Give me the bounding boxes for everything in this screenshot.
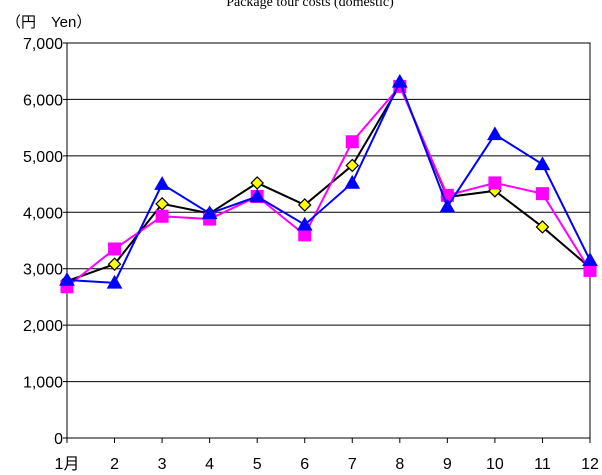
chart-title: Package tour costs (domestic) [226,0,394,10]
data-point [534,156,551,171]
data-point [535,187,549,201]
data-point [108,242,122,256]
x-tick-label: 4 [205,456,214,473]
series-line [66,84,591,288]
data-point [583,263,597,277]
x-tick-label: 9 [443,456,452,473]
data-point [582,252,598,266]
data-point [298,228,312,242]
data-point [201,205,218,220]
axes [63,42,591,443]
x-tick-label: 6 [300,456,309,473]
series-3 [59,73,598,289]
data-point [107,257,122,272]
plot-frame [66,42,591,439]
data-point [345,135,359,149]
data-point [250,176,265,190]
x-tick-label: 3 [158,456,167,473]
y-tick-label: 6,000 [23,92,63,109]
x-tick-label: 12 [581,456,599,473]
series-line [66,79,591,284]
data-point [106,274,123,289]
x-tick-label: 8 [395,456,404,473]
y-unit-label: （円 Yen） [6,14,91,31]
y-tick-label: 0 [54,431,63,448]
x-tick-label: 7 [348,456,357,473]
data-point [296,216,313,231]
x-tick-label: 1月 [55,456,80,473]
data-point [345,158,360,173]
data-point [391,73,408,88]
data-point [297,198,312,212]
x-tick-label: 10 [486,456,504,473]
x-tick-label: 2 [110,456,119,473]
series-2 [60,79,597,294]
data-point [155,209,169,223]
tick-labels: 0 1,000 2,000 3,000 4,000 5,000 6,000 7,000 1月 2 3… [23,36,599,473]
data-point [535,220,550,234]
data-point [487,126,503,141]
gridlines [67,98,590,383]
data-point [344,174,361,189]
series-group [59,73,598,294]
y-tick-label: 2,000 [23,318,63,335]
data-point [154,176,170,190]
data-point [249,188,266,203]
series-line [66,83,591,283]
y-tick-label: 5,000 [23,149,63,166]
series-1 [60,78,597,288]
y-tick-label: 3,000 [23,262,63,279]
data-point [488,176,502,190]
x-tick-label: 11 [534,456,551,473]
x-tick-label: 5 [253,456,262,473]
data-point [59,271,75,286]
y-tick-label: 4,000 [23,205,63,222]
data-point [439,198,456,213]
y-tick-label: 7,000 [23,36,63,53]
y-tick-label: 1,000 [23,375,63,392]
